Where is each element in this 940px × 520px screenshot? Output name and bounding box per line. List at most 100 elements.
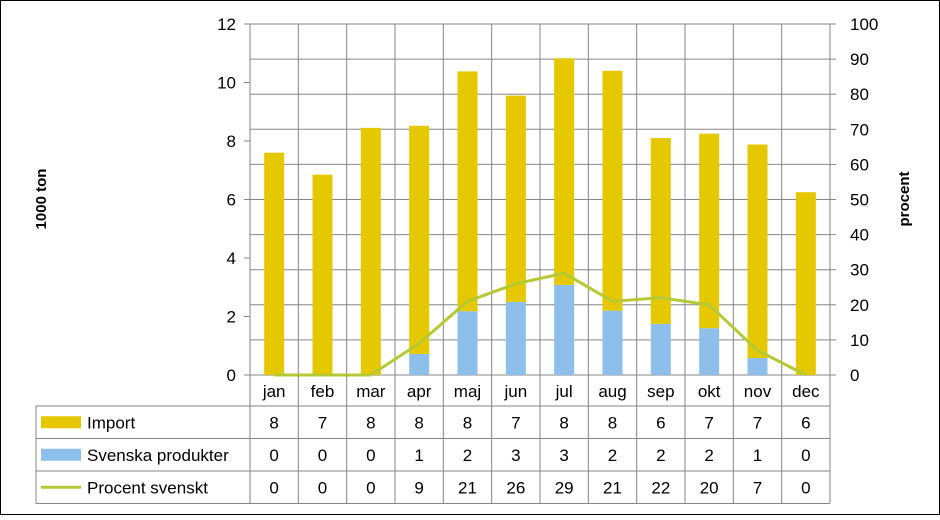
x-tick-label-maj: maj [454, 382, 481, 401]
table-value: 9 [414, 478, 423, 497]
table-value: 8 [463, 413, 472, 432]
bar-import-jul [554, 58, 575, 285]
y-right-tick-label: 90 [850, 50, 869, 69]
bar-svenska-produkter-jun [505, 301, 526, 375]
table-value: 8 [608, 413, 617, 432]
y-left-tick-label: 10 [217, 74, 236, 93]
bar-import-feb [312, 174, 333, 375]
x-tick-label-jun: jun [503, 382, 527, 401]
legend-swatch-svenska-produkter [41, 448, 81, 461]
y-right-tick-label: 30 [850, 261, 869, 280]
bar-import-nov [747, 144, 768, 359]
x-tick-label-aug: aug [598, 382, 626, 401]
y-left-tick-label: 6 [227, 191, 236, 210]
table-value: 0 [801, 478, 810, 497]
legend-label-procent-svenskt: Procent svenskt [87, 478, 208, 497]
table-value: 8 [366, 413, 375, 432]
bar-import-mar [360, 127, 381, 376]
y-right-tick-label: 80 [850, 85, 869, 104]
table-value: 0 [318, 478, 327, 497]
table-value: 22 [651, 478, 670, 497]
table-value: 21 [458, 478, 477, 497]
table-value: 6 [656, 413, 665, 432]
table-value: 2 [608, 446, 617, 465]
table-value: 0 [318, 446, 327, 465]
table-value: 1 [753, 446, 762, 465]
x-tick-label-apr: apr [407, 382, 432, 401]
y-left-tick-label: 8 [227, 132, 236, 151]
bar-svenska-produkter-apr [409, 353, 430, 375]
table-value: 0 [366, 478, 375, 497]
line-series [274, 271, 807, 377]
x-tick-label-nov: nov [744, 382, 772, 401]
bar-import-jan [264, 152, 285, 375]
table-value: 2 [656, 446, 665, 465]
y-right-tick-label: 60 [850, 155, 869, 174]
y-right-tick-label: 20 [850, 296, 869, 315]
axes: 0 2 4 6 8 10 12 0 10 20 30 40 50 60 70 80 90 100 [217, 15, 878, 385]
table-value: 8 [559, 413, 568, 432]
table-value: 2 [463, 446, 472, 465]
y-left-tick-label: 2 [227, 308, 236, 327]
table-value: 3 [511, 446, 520, 465]
bar-import-maj [457, 71, 478, 312]
table-value: 29 [555, 478, 574, 497]
table-value: 21 [603, 478, 622, 497]
bar-svenska-produkter-aug [602, 310, 623, 375]
y-right-axis-label: procent [896, 171, 913, 226]
bar-import-okt [699, 133, 720, 329]
table-value: 3 [559, 446, 568, 465]
y-right-tick-label: 10 [850, 331, 869, 350]
x-tick-label-feb: feb [311, 382, 335, 401]
y-left-tick-label: 12 [217, 15, 236, 34]
table-value: 6 [801, 413, 810, 432]
y-right-tick-label: 0 [850, 366, 859, 385]
y-right-tick-label: 40 [850, 226, 869, 245]
table-value: 7 [704, 413, 713, 432]
y-left-tick-label: 0 [227, 366, 236, 385]
bar-import-apr [409, 125, 430, 354]
x-tick-label-mar: mar [356, 382, 386, 401]
bar-svenska-produkter-maj [457, 311, 478, 375]
data-table: jan feb mar apr maj jun jul aug sep okt nov dec Impo… [35, 375, 831, 504]
table-value: 8 [414, 413, 423, 432]
bar-svenska-produkter-sep [650, 323, 671, 375]
table-value: 0 [269, 478, 278, 497]
table-value: 8 [269, 413, 278, 432]
y-right-tick-label: 100 [850, 15, 878, 34]
table-value: 2 [704, 446, 713, 465]
y-right-tick-label: 50 [850, 191, 869, 210]
y-left-tick-label: 4 [227, 249, 236, 268]
table-value: 0 [269, 446, 278, 465]
bar-svenska-produkter-okt [699, 328, 720, 375]
bar-import-sep [650, 138, 671, 324]
legend-label-svenska-produkter: Svenska produkter [87, 446, 229, 465]
table-value: 7 [753, 413, 762, 432]
table-value: 1 [414, 446, 423, 465]
table-value: 7 [318, 413, 327, 432]
bar-svenska-produkter-nov [747, 358, 768, 375]
table-value: 0 [801, 446, 810, 465]
table-value: 26 [506, 478, 525, 497]
bar-import-dec [795, 192, 816, 375]
bar-series [264, 58, 816, 376]
y-right-tick-label: 70 [850, 120, 869, 139]
bar-import-aug [602, 70, 623, 311]
legend-label-import: Import [87, 413, 135, 432]
table-value: 7 [753, 478, 762, 497]
table-value: 20 [700, 478, 719, 497]
line-procent-svenskt [274, 271, 807, 377]
legend-swatch-import [41, 416, 81, 429]
x-tick-label-sep: sep [647, 382, 674, 401]
bar-import-jun [505, 95, 526, 302]
table-value: 7 [511, 413, 520, 432]
bar-svenska-produkter-jul [554, 284, 575, 375]
x-tick-label-jan: jan [262, 382, 286, 401]
x-tick-label-dec: dec [792, 382, 820, 401]
x-tick-label-okt: okt [698, 382, 721, 401]
table-value: 0 [366, 446, 375, 465]
x-tick-label-jul: jul [555, 382, 573, 401]
y-left-axis-label: 1000 ton [33, 169, 50, 230]
